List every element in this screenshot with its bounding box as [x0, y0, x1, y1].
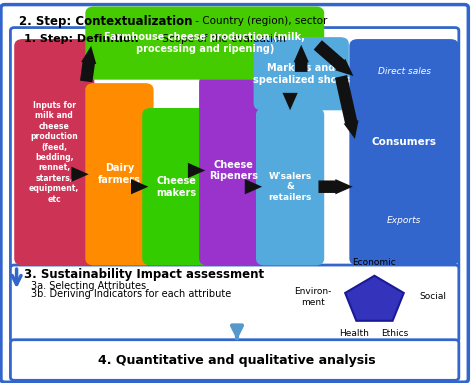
- Text: 3a. Selecting Attributes: 3a. Selecting Attributes: [31, 281, 146, 291]
- Text: Markets and
specialized shops: Markets and specialized shops: [253, 63, 350, 85]
- Text: Health: Health: [339, 329, 369, 338]
- Text: W'salers
&
retailers: W'salers & retailers: [268, 172, 312, 201]
- FancyBboxPatch shape: [1, 5, 468, 382]
- Text: Social: Social: [419, 292, 447, 301]
- Text: Exports: Exports: [387, 216, 421, 225]
- Text: Dairy
farmers: Dairy farmers: [98, 164, 141, 185]
- Polygon shape: [345, 276, 404, 321]
- Text: 1. Step: Definition: 1. Step: Definition: [24, 34, 138, 44]
- FancyBboxPatch shape: [10, 265, 459, 342]
- Text: Ethics: Ethics: [381, 329, 408, 338]
- FancyBboxPatch shape: [85, 83, 154, 265]
- Text: 3. Sustainability Impact assessment: 3. Sustainability Impact assessment: [24, 268, 264, 282]
- FancyBboxPatch shape: [254, 37, 349, 110]
- Text: 3b. Deriving Indicators for each attribute: 3b. Deriving Indicators for each attribu…: [31, 289, 231, 299]
- Text: - Scope of the evaluation: - Scope of the evaluation: [152, 34, 286, 44]
- FancyBboxPatch shape: [349, 39, 459, 265]
- FancyBboxPatch shape: [10, 340, 459, 380]
- Text: - Country (region), sector: - Country (region), sector: [192, 16, 328, 26]
- Text: Cheese
Ripeners: Cheese Ripeners: [209, 160, 258, 181]
- Text: Cheese
makers: Cheese makers: [156, 176, 196, 198]
- Text: Inputs for
milk and
cheese
production
(feed,
bedding,
rennet,
starters,
equipmen: Inputs for milk and cheese production (f…: [29, 101, 80, 203]
- FancyBboxPatch shape: [14, 39, 94, 265]
- Text: Consumers: Consumers: [372, 137, 437, 147]
- FancyBboxPatch shape: [142, 108, 210, 265]
- Text: Environ-
ment: Environ- ment: [294, 287, 332, 306]
- Text: 2. Step: Contextualization: 2. Step: Contextualization: [19, 15, 192, 28]
- Text: 4. Quantitative and qualitative analysis: 4. Quantitative and qualitative analysis: [98, 354, 376, 367]
- Text: Direct sales: Direct sales: [378, 67, 430, 76]
- FancyBboxPatch shape: [256, 108, 324, 265]
- FancyBboxPatch shape: [85, 7, 324, 80]
- Text: Economic: Economic: [353, 259, 396, 267]
- Text: Farmhouse cheese production (milk,
processing and ripening): Farmhouse cheese production (milk, proce…: [104, 32, 305, 54]
- FancyBboxPatch shape: [10, 28, 459, 269]
- FancyBboxPatch shape: [199, 75, 267, 265]
